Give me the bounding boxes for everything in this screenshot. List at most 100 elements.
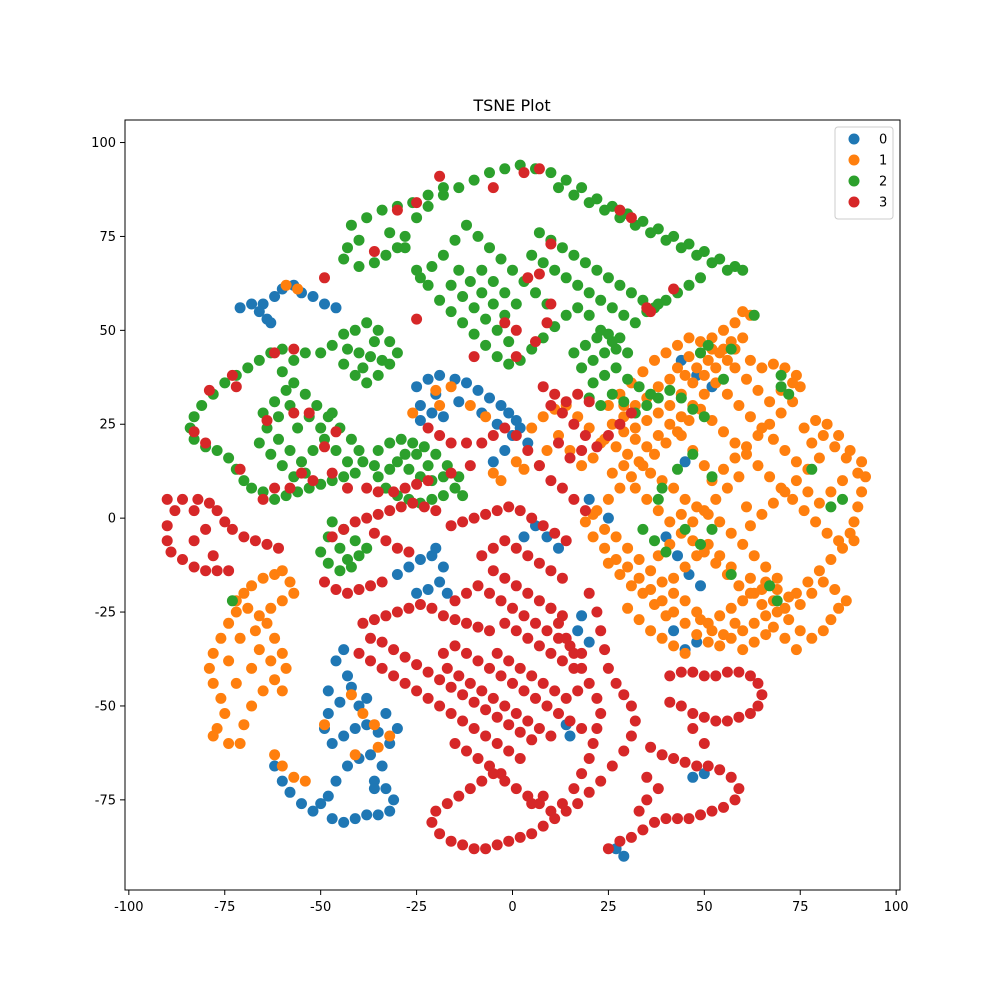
point-series-1-313 (672, 362, 683, 374)
point-series-3-189 (572, 685, 584, 697)
point-series-3-40 (257, 493, 269, 505)
point-series-3-204 (487, 565, 499, 577)
legend-label-1: 1 (879, 154, 887, 169)
point-series-1-215 (645, 625, 657, 637)
point-series-3-214 (510, 542, 522, 554)
point-series-1-44 (234, 632, 246, 644)
point-series-3-3 (411, 197, 423, 209)
point-series-2-79 (437, 249, 449, 261)
point-series-2-212 (426, 493, 438, 505)
point-series-3-270 (491, 839, 503, 851)
point-series-0-47 (338, 644, 350, 656)
point-series-1-155 (787, 493, 799, 505)
point-series-1-103 (610, 441, 622, 453)
point-series-2-233 (322, 557, 334, 569)
point-series-0-100 (618, 850, 630, 862)
point-series-2-282 (702, 339, 714, 351)
point-series-3-287 (545, 805, 557, 817)
point-series-2-89 (487, 276, 499, 287)
point-series-2-271 (652, 493, 664, 505)
point-series-2-67 (583, 309, 595, 321)
point-series-2-127 (242, 362, 254, 374)
point-series-3-139 (353, 647, 365, 659)
point-series-1-326 (714, 347, 726, 359)
point-series-3-191 (510, 625, 522, 637)
point-series-3-23 (545, 298, 557, 310)
point-series-3-10 (625, 212, 637, 224)
point-series-3-344 (614, 835, 626, 847)
point-series-1-218 (679, 647, 691, 659)
point-series-2-20 (576, 182, 588, 194)
y-tick-label: 75 (99, 230, 116, 245)
point-series-2-6 (380, 249, 392, 261)
point-series-3-12 (533, 268, 545, 280)
point-series-3-136 (503, 719, 515, 731)
point-series-1-248 (729, 617, 741, 629)
point-series-1-108 (668, 482, 680, 494)
point-series-1-305 (698, 388, 710, 400)
point-series-1-193 (806, 632, 818, 644)
point-series-3-302 (526, 798, 538, 810)
point-series-1-29 (207, 730, 219, 742)
point-series-3-109 (353, 584, 365, 595)
point-series-3-206 (510, 580, 522, 592)
point-series-1-21 (223, 617, 235, 629)
point-series-0-36 (391, 569, 403, 580)
point-series-3-303 (537, 790, 549, 802)
point-series-0-84 (380, 783, 392, 795)
point-series-2-18 (545, 167, 557, 179)
point-series-3-273 (457, 839, 469, 851)
point-series-3-88 (226, 523, 238, 535)
point-series-3-172 (472, 655, 484, 667)
point-series-3-46 (388, 486, 400, 498)
point-series-2-292 (679, 523, 691, 535)
point-series-0-91 (583, 636, 595, 648)
point-series-0-3 (269, 291, 281, 302)
point-series-1-148 (852, 501, 864, 513)
point-series-1-259 (656, 576, 668, 588)
point-series-3-238 (338, 523, 350, 535)
point-series-2-187 (361, 317, 373, 329)
point-series-3-240 (368, 527, 380, 539)
point-series-3-7 (518, 167, 530, 179)
point-series-3-75 (549, 388, 561, 400)
point-series-3-108 (342, 587, 353, 599)
point-series-3-227 (537, 520, 549, 532)
point-series-1-213 (622, 602, 634, 614)
point-series-1-327 (702, 354, 714, 366)
point-series-0-72 (307, 805, 319, 817)
point-series-2-189 (384, 336, 396, 348)
point-series-3-239 (326, 531, 338, 543)
point-series-1-71 (576, 460, 588, 472)
point-series-2-14 (484, 167, 495, 179)
point-series-1-15 (288, 587, 300, 599)
point-series-3-190 (499, 617, 511, 629)
point-series-3-102 (188, 535, 200, 547)
point-series-2-74 (507, 264, 518, 276)
point-series-1-231 (721, 482, 733, 494)
point-series-0-71 (315, 798, 327, 810)
point-series-1-153 (810, 516, 822, 528)
point-series-1-270 (652, 505, 664, 517)
point-series-3-78 (583, 396, 595, 408)
point-series-2-97 (533, 227, 545, 239)
point-series-2-202 (372, 445, 384, 456)
point-series-1-14 (284, 576, 296, 588)
series-3-group (161, 163, 768, 855)
point-series-3-312 (752, 677, 764, 689)
point-series-2-37 (645, 227, 657, 239)
point-series-2-1 (345, 219, 357, 231)
point-series-2-119 (606, 302, 618, 314)
point-series-3-122 (472, 621, 484, 633)
point-series-3-117 (414, 599, 426, 610)
point-series-2-240 (361, 542, 373, 554)
point-series-2-32 (721, 264, 733, 276)
point-series-2-195 (338, 358, 350, 370)
point-series-2-224 (411, 448, 423, 460)
point-series-3-70 (591, 441, 603, 453)
point-series-3-87 (219, 516, 231, 528)
point-series-3-326 (656, 749, 668, 761)
point-series-3-254 (610, 677, 622, 689)
point-series-3-199 (530, 617, 541, 629)
point-series-3-215 (522, 550, 534, 562)
